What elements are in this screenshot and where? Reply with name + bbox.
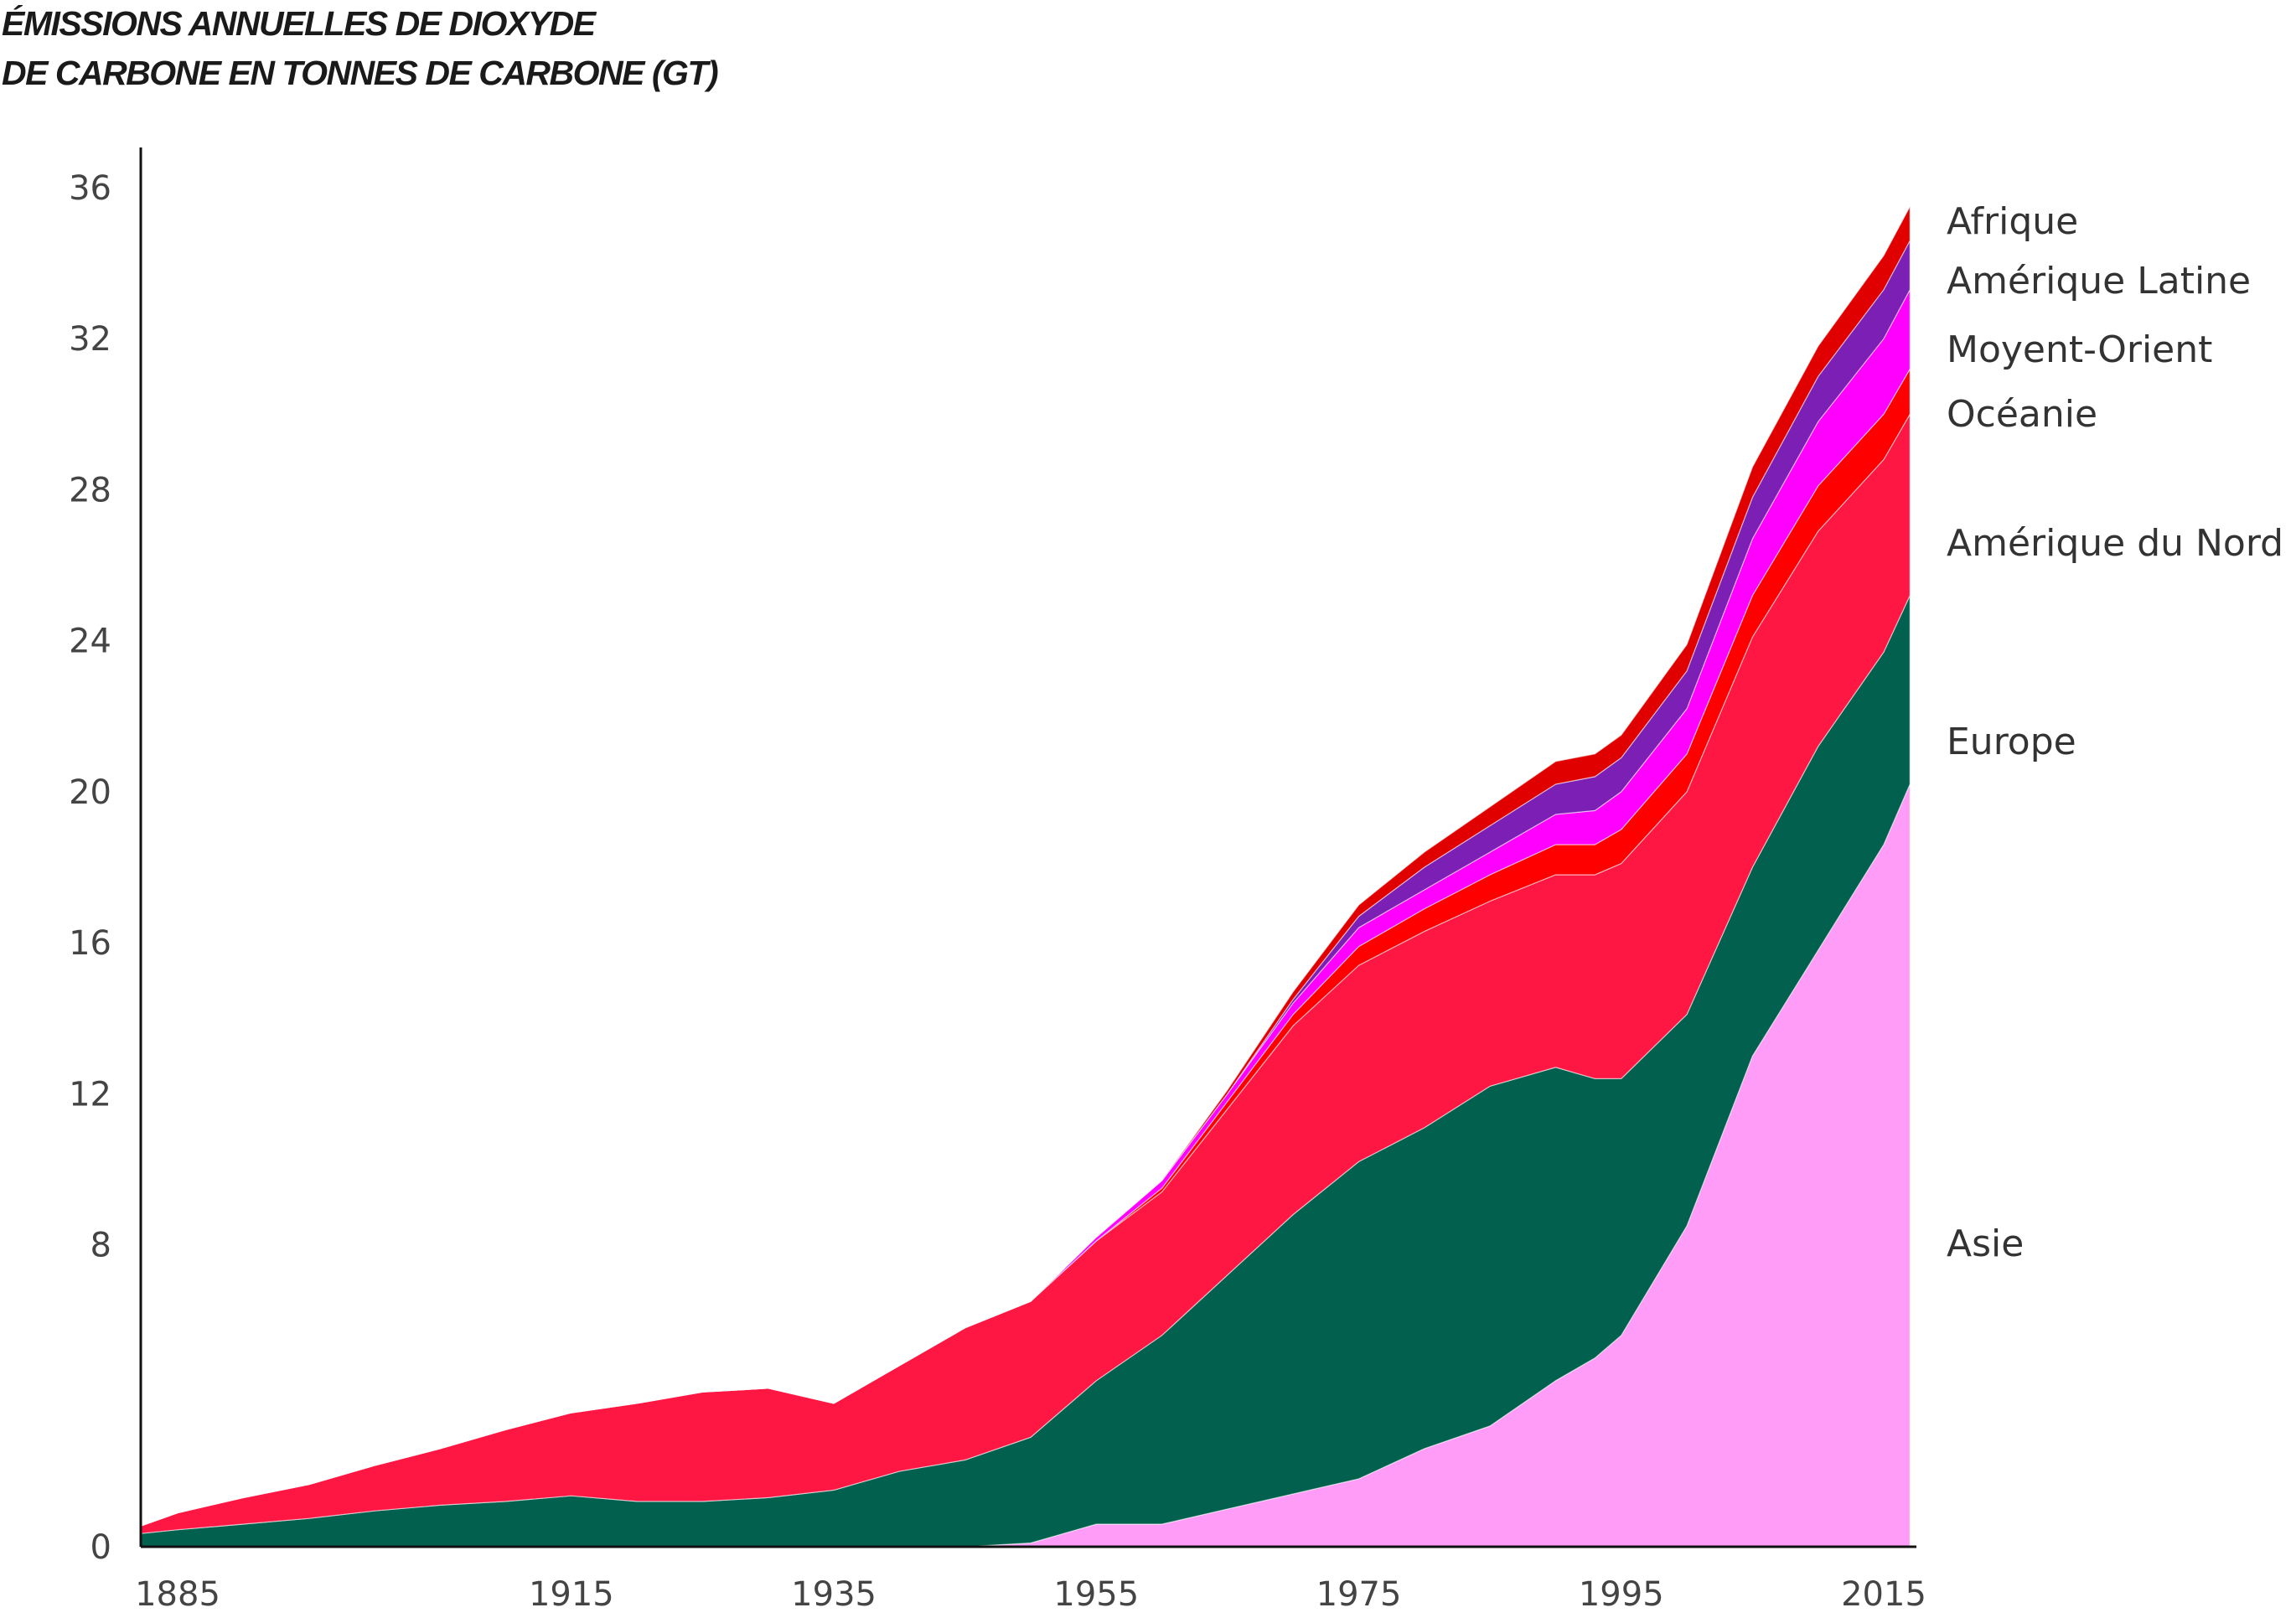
area-afrique xyxy=(140,206,1911,1527)
x-tick-label: 1955 xyxy=(1053,1575,1139,1614)
series-areas xyxy=(140,206,1911,1548)
y-tick-label: 16 xyxy=(69,924,111,963)
y-tick-label: 36 xyxy=(69,169,111,208)
x-tick-label: 2015 xyxy=(1841,1575,1926,1614)
y-tick-label: 28 xyxy=(69,471,111,509)
legend-label: Afrique xyxy=(1947,200,2078,243)
legend: Asie Europe Amérique du Nord Océanie Moyent-… xyxy=(1947,200,2283,1265)
y-tick-label: 24 xyxy=(69,623,111,661)
y-tick-label: 20 xyxy=(69,773,111,812)
legend-label: Asie xyxy=(1947,1222,2024,1265)
chart-title-line-1: ÉMISSIONS ANNUELLES DE DIOXYDE xyxy=(2,4,596,43)
x-tick-label: 1915 xyxy=(529,1575,614,1614)
legend-label: Amérique du Nord xyxy=(1947,522,2283,565)
y-tick-label: 0 xyxy=(90,1528,111,1567)
chart-title-line-2: DE CARBONE EN TONNES DE CARBONE (GT) xyxy=(2,54,719,92)
y-tick-label: 12 xyxy=(69,1075,111,1114)
legend-label: Amérique Latine xyxy=(1947,260,2251,302)
axes: 0 8 12 16 20 24 28 32 36 1885 1915 1935 1955 1975 1995… xyxy=(69,147,1926,1614)
y-tick-label: 8 xyxy=(90,1227,111,1265)
x-tick-label: 1975 xyxy=(1316,1575,1402,1614)
legend-label: Océanie xyxy=(1947,393,2097,436)
y-tick-label: 32 xyxy=(69,320,111,359)
x-tick-label: 1935 xyxy=(791,1575,877,1614)
x-tick-label: 1995 xyxy=(1579,1575,1664,1614)
x-tick-label: 1885 xyxy=(135,1575,220,1614)
legend-label: Moyent-Orient xyxy=(1947,328,2212,371)
legend-label: Europe xyxy=(1947,721,2076,763)
